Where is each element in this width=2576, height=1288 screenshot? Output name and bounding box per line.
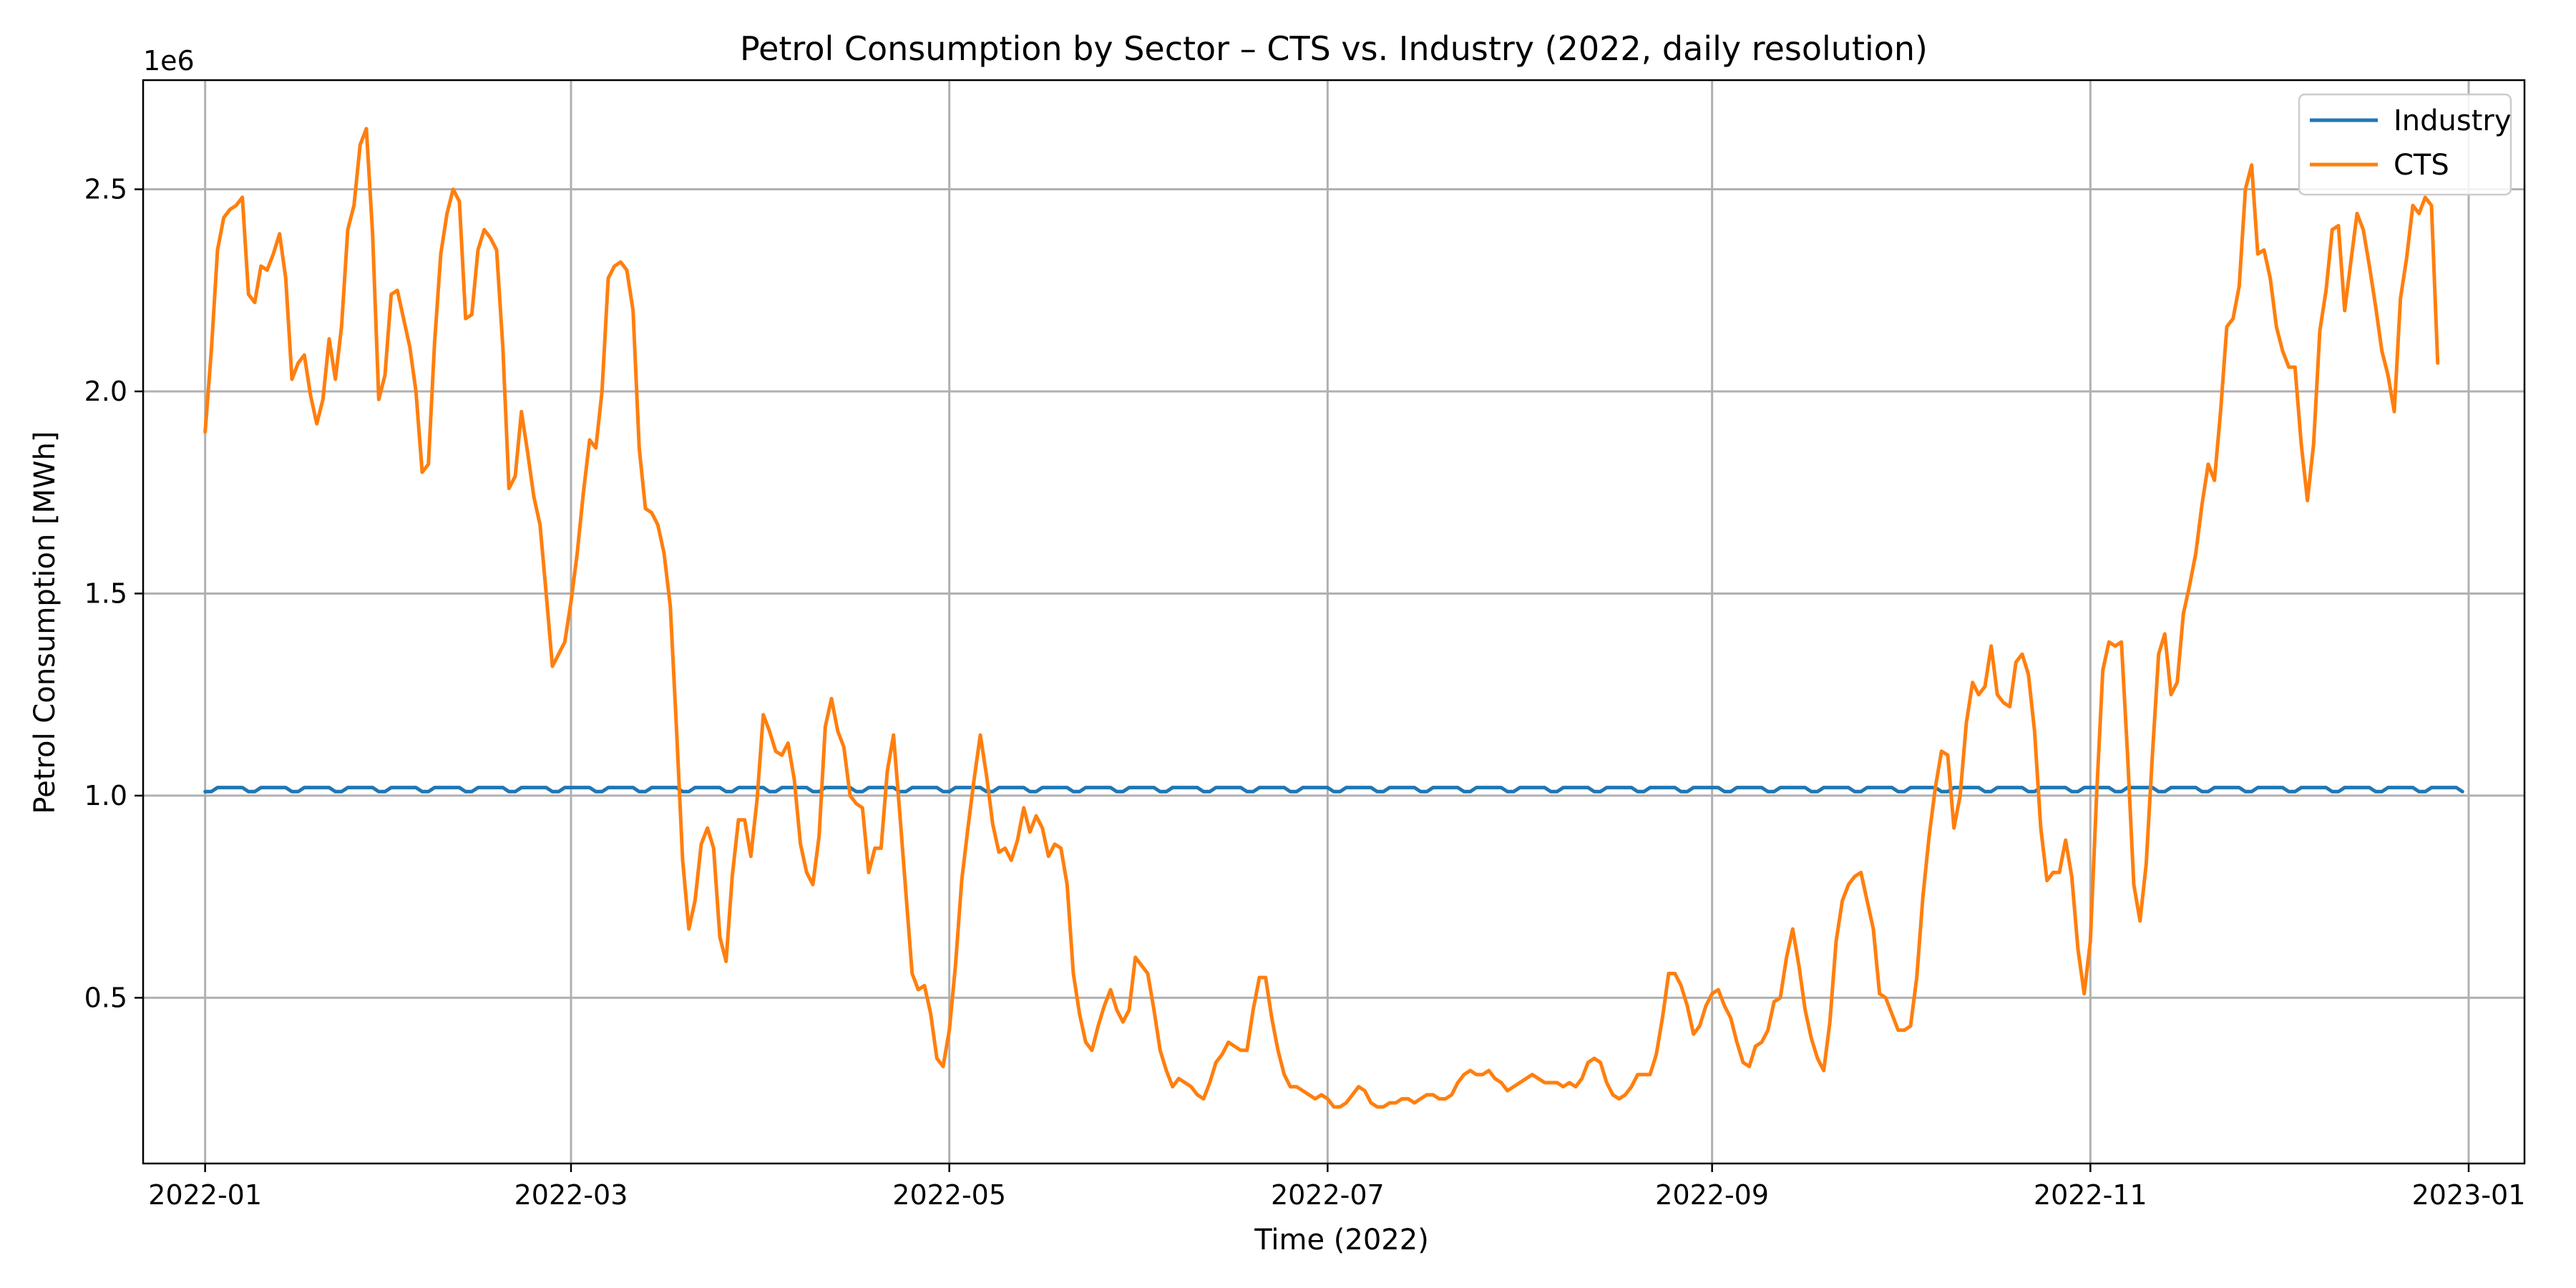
legend: Industry CTS [2298,93,2512,196]
x-tick-label: 2022-05 [892,1179,1006,1211]
grid [143,80,2524,1163]
chart-title: Petrol Consumption by Sector – CTS vs. I… [740,29,1928,68]
y-tick-label: 1.0 [84,780,127,811]
plot-frame [142,79,2526,1165]
x-tick-label: 2022-09 [1655,1179,1769,1211]
series-lines [203,127,2464,1109]
x-tick-label: 2022-11 [2034,1179,2147,1211]
y-tick-label: 2.5 [84,174,127,205]
y-axis-offset-label: 1e6 [143,45,195,77]
x-tick-label: 2022-03 [514,1179,628,1211]
series-line-cts [203,127,2440,1109]
legend-label-industry: Industry [2394,104,2512,137]
y-tick-label: 1.5 [84,577,127,609]
x-tick-label: 2022-01 [148,1179,262,1211]
axis-ticks: 2022-01 2022-03 2022-05 2022-07 2022-09 2022-… [84,174,2526,1211]
y-tick-label: 2.0 [84,376,127,407]
x-tick-label: 2022-07 [1271,1179,1385,1211]
legend-label-cts: CTS [2394,149,2449,182]
y-tick-label: 0.5 [84,982,127,1013]
x-axis-label: Time (2022) [1254,1224,1429,1257]
series-line-industry [203,786,2464,794]
x-tick-label: 2023-01 [2412,1179,2526,1211]
y-axis-label: Petrol Consumption [MWh] [29,431,62,814]
